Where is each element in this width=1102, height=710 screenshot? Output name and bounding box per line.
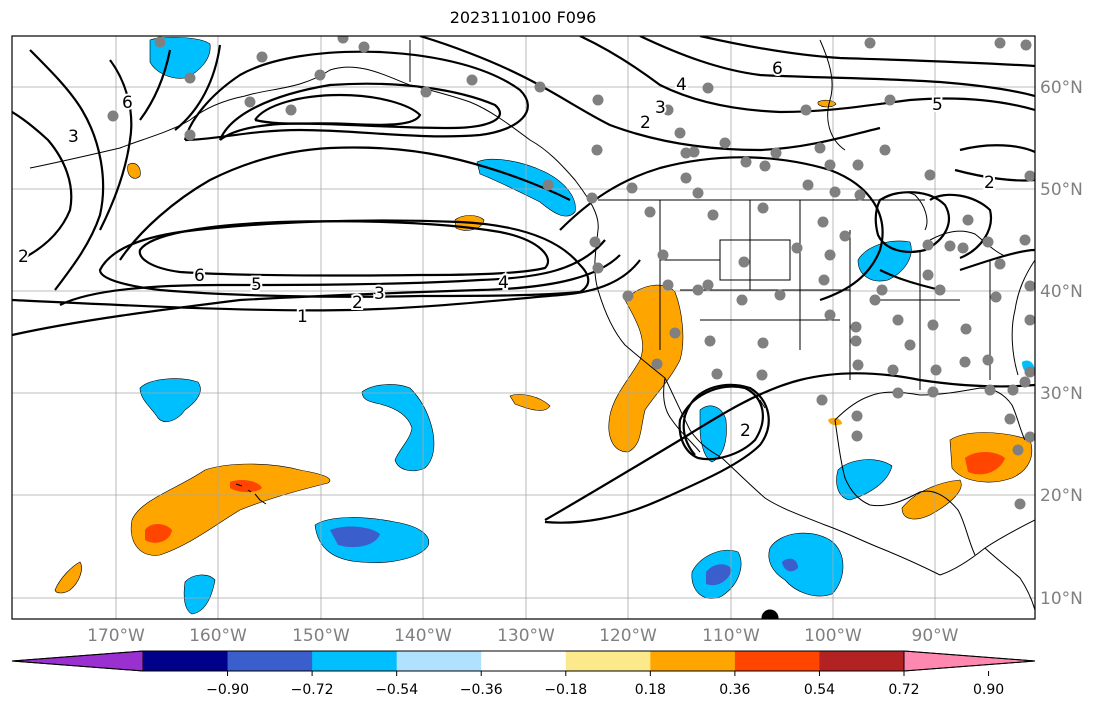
contour-label: 4 xyxy=(498,273,509,293)
shaded-fields xyxy=(54,37,1035,615)
lat-label: 60°N xyxy=(1040,78,1083,98)
contour-label: 6 xyxy=(772,59,783,79)
contour-label: 3 xyxy=(374,284,385,304)
contour-label-group: 6 3 2 2 6 5 2 3 1 4 4 3 2 6 5 2 2 xyxy=(16,57,997,443)
colorbar-tick-label: −0.36 xyxy=(460,682,503,698)
colorbar-bin xyxy=(396,651,482,671)
contour-lines xyxy=(12,36,1035,524)
station-markers xyxy=(107,36,1035,510)
longitude-labels: 170°W 160°W 150°W 140°W 130°W 120°W 110°… xyxy=(87,626,959,646)
contour-label: 2 xyxy=(18,247,29,267)
colorbar-bin xyxy=(819,651,905,671)
contour-label: 2 xyxy=(352,293,363,313)
black-station-marker xyxy=(761,609,779,619)
colorbar-bin xyxy=(481,651,567,671)
contour-label: 2 xyxy=(640,113,651,133)
contour-label: 5 xyxy=(932,95,943,115)
colorbar-tick-label: 0.36 xyxy=(719,682,750,698)
colorbar-outline xyxy=(11,650,1036,672)
lat-label: 30°N xyxy=(1040,384,1083,404)
lon-label: 170°W xyxy=(87,626,145,646)
colorbar-tick-labels: −0.90 −0.72 −0.54 −0.36 −0.18 0.18 0.36 0.54 0.7… xyxy=(206,671,1004,698)
colorbar-bin xyxy=(312,651,398,671)
lat-label: 10°N xyxy=(1040,589,1083,609)
contour-label: 4 xyxy=(676,75,687,95)
contour-label: 6 xyxy=(194,266,205,286)
contour-label: 3 xyxy=(655,98,666,118)
contour-label: 5 xyxy=(251,275,262,295)
lat-label: 20°N xyxy=(1040,486,1083,506)
orange-anomaly-hawaii xyxy=(130,463,331,556)
colorbar-bin xyxy=(143,651,229,671)
colorbar-bin xyxy=(565,651,651,671)
lon-label: 150°W xyxy=(292,626,350,646)
lon-label: 90°W xyxy=(912,626,959,646)
map-frame xyxy=(11,35,1036,620)
lon-label: 120°W xyxy=(599,626,657,646)
colorbar-tick-label: 0.72 xyxy=(888,682,919,698)
colorbar-tick-label: −0.90 xyxy=(206,682,249,698)
colorbar-tick-label: 0.18 xyxy=(635,682,666,698)
colorbar-max-extension xyxy=(903,650,1036,672)
colorbar-min-extension xyxy=(11,650,144,672)
lon-label: 110°W xyxy=(702,626,760,646)
contour-label: 6 xyxy=(122,93,133,113)
lon-label: 160°W xyxy=(189,626,247,646)
colorbar-bin xyxy=(227,651,313,671)
map-title: 2023110100 F096 xyxy=(449,8,597,27)
colorbar xyxy=(11,650,1036,672)
lat-label: 50°N xyxy=(1040,180,1083,200)
colorbar-bin xyxy=(650,651,736,671)
colorbar-tick-label: −0.72 xyxy=(291,682,334,698)
latitude-labels: 60°N 50°N 40°N 30°N 20°N 10°N xyxy=(1040,78,1083,609)
colorbar-bin xyxy=(734,651,820,671)
lon-label: 130°W xyxy=(497,626,555,646)
contour-label: 1 xyxy=(297,307,308,327)
contour-label: 2 xyxy=(740,421,751,441)
lon-label: 140°W xyxy=(394,626,452,646)
lon-label: 100°W xyxy=(804,626,862,646)
contour-label: 3 xyxy=(68,127,79,147)
colorbar-tick-label: 0.90 xyxy=(973,682,1004,698)
colorbar-tick-label: −0.54 xyxy=(375,682,418,698)
orange-anomaly-california xyxy=(608,284,684,453)
contour-label: 2 xyxy=(984,173,995,193)
colorbar-tick-label: 0.54 xyxy=(804,682,835,698)
colorbar-tick-label: −0.18 xyxy=(544,682,587,698)
lat-label: 40°N xyxy=(1040,282,1083,302)
